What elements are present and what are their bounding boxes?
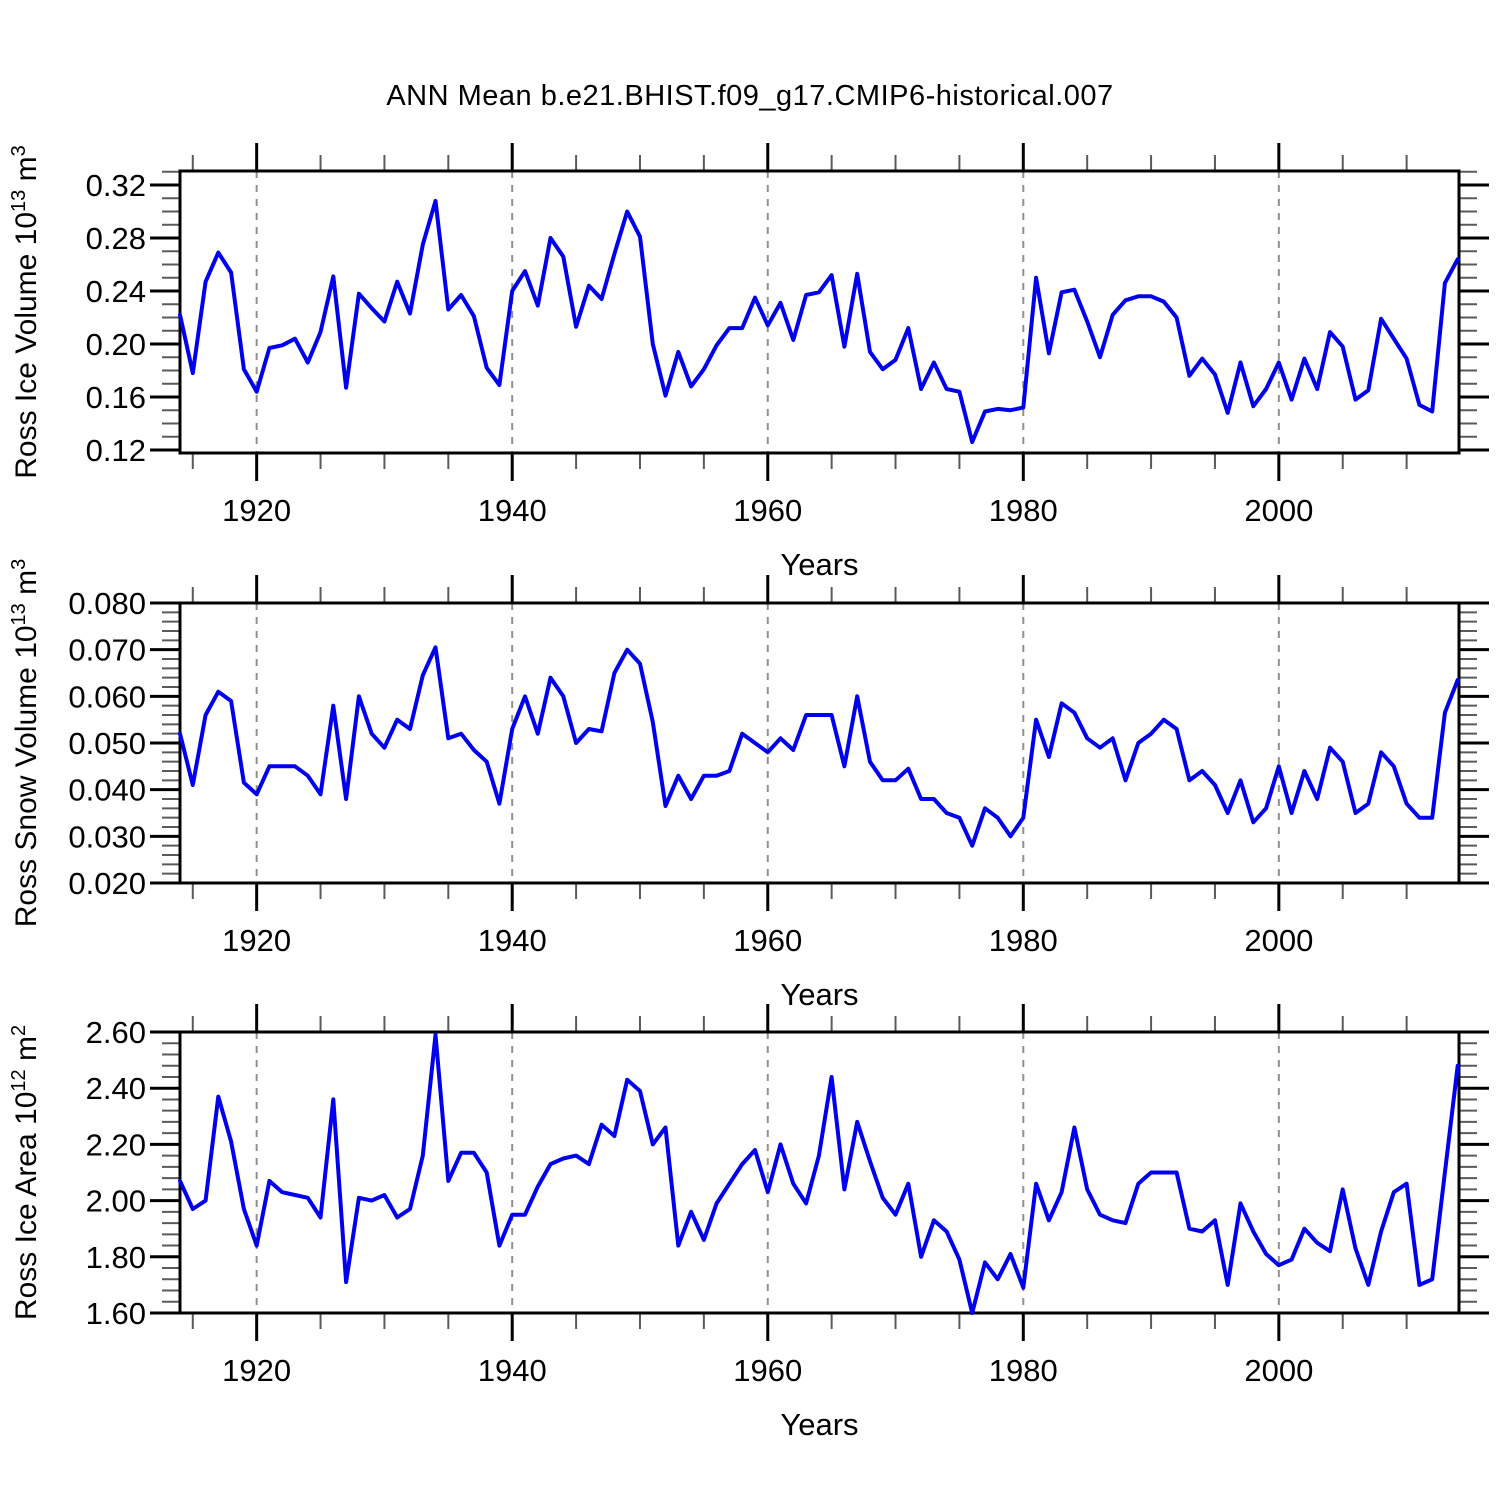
y-axis-title: Ross Snow Volume 1013 m3 [8,559,43,928]
xtick-label: 1920 [222,923,291,958]
xtick-label: 2000 [1244,1353,1313,1388]
data-line-ross-ice-volume [178,198,1460,444]
xtick-label: 1940 [478,923,547,958]
panel-ross-ice-volume: 0.12 0.16 0.20 0.24 0.28 0.32 1920 1940 1960 1980… [8,143,1489,582]
ytick-label: 0.24 [86,274,146,309]
xtick-label: 1960 [733,923,802,958]
ytick-label: 0.050 [68,726,146,761]
y-axis-title: Ross Ice Area 1012 m2 [8,1025,43,1320]
ytick-label: 0.060 [68,679,146,714]
ytick-label: 2.20 [86,1127,146,1162]
ytick-label: 0.080 [68,586,146,621]
panel-ross-snow-volume: 0.020 0.030 0.040 0.050 0.060 0.070 0.080 1920 1… [8,559,1489,1012]
y-axis-title: Ross Ice Volume 1013 m3 [8,145,43,479]
x-axis-title: Years [780,547,858,582]
ytick-label: 0.32 [86,168,146,203]
ytick-label: 2.40 [86,1071,146,1106]
panel-frame [178,169,1461,455]
panel-ross-ice-area: 1.60 1.80 2.00 2.20 2.40 2.60 1920 1940 1960 1980… [8,1004,1489,1442]
ytick-label: 2.00 [86,1184,146,1219]
ytick-label: 0.16 [86,380,146,415]
ytick-label: 0.12 [86,433,146,468]
xtick-label: 1920 [222,1353,291,1388]
ytick-label: 0.030 [68,819,146,854]
x-axis-title: Years [780,1407,858,1442]
ytick-label: 2.60 [86,1015,146,1050]
xtick-label: 1980 [989,493,1058,528]
data-line-ross-snow-volume [178,645,1460,848]
chart-title: ANN Mean b.e21.BHIST.f09_g17.CMIP6-histo… [386,80,1114,112]
x-axis-title: Years [780,977,858,1012]
xtick-label: 1960 [733,1353,802,1388]
ytick-label: 0.020 [68,866,146,901]
ytick-label: 1.60 [86,1296,146,1331]
panel-frame [178,601,1461,885]
xtick-label: 1940 [478,1353,547,1388]
xtick-label: 1980 [989,923,1058,958]
xtick-label: 2000 [1244,493,1313,528]
ytick-label: 1.80 [86,1240,146,1275]
xtick-label: 1960 [733,493,802,528]
xtick-label: 1940 [478,493,547,528]
xtick-label: 1920 [222,493,291,528]
ytick-label: 0.070 [68,633,146,668]
ytick-label: 0.040 [68,773,146,808]
ytick-label: 0.28 [86,221,146,256]
ytick-label: 0.20 [86,327,146,362]
xtick-label: 2000 [1244,923,1313,958]
data-line-ross-ice-area [178,1032,1460,1315]
xtick-label: 1980 [989,1353,1058,1388]
panel-frame [178,1030,1461,1315]
